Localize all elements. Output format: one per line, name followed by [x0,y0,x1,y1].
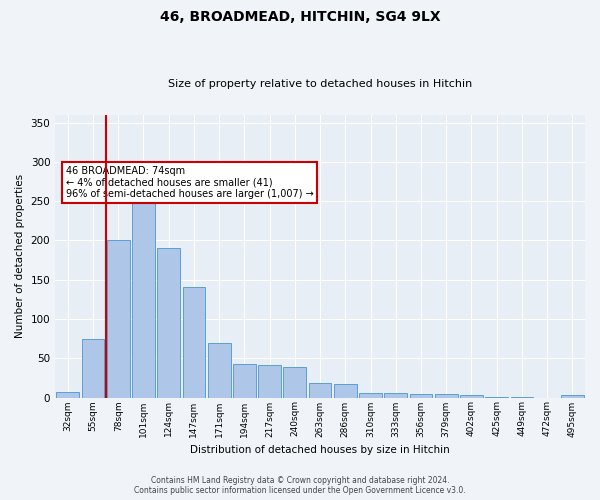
Bar [82,338,104,398]
Bar [157,248,180,398]
Title: Size of property relative to detached houses in Hitchin: Size of property relative to detached ho… [168,79,472,89]
Bar [359,393,382,398]
Bar [511,396,533,398]
Bar [561,395,584,398]
Text: Contains HM Land Registry data © Crown copyright and database right 2024.
Contai: Contains HM Land Registry data © Crown c… [134,476,466,495]
Bar [208,342,230,398]
Bar [485,396,508,398]
Bar [309,384,331,398]
Bar [107,240,130,398]
Bar [56,392,79,398]
Text: 46, BROADMEAD, HITCHIN, SG4 9LX: 46, BROADMEAD, HITCHIN, SG4 9LX [160,10,440,24]
Bar [334,384,356,398]
Bar [410,394,433,398]
Bar [435,394,458,398]
Y-axis label: Number of detached properties: Number of detached properties [15,174,25,338]
Bar [283,367,306,398]
Bar [460,395,483,398]
Bar [233,364,256,398]
Text: 46 BROADMEAD: 74sqm
← 4% of detached houses are smaller (41)
96% of semi-detache: 46 BROADMEAD: 74sqm ← 4% of detached hou… [66,166,314,199]
Bar [132,192,155,398]
X-axis label: Distribution of detached houses by size in Hitchin: Distribution of detached houses by size … [190,445,450,455]
Bar [258,366,281,398]
Bar [182,287,205,398]
Bar [385,393,407,398]
